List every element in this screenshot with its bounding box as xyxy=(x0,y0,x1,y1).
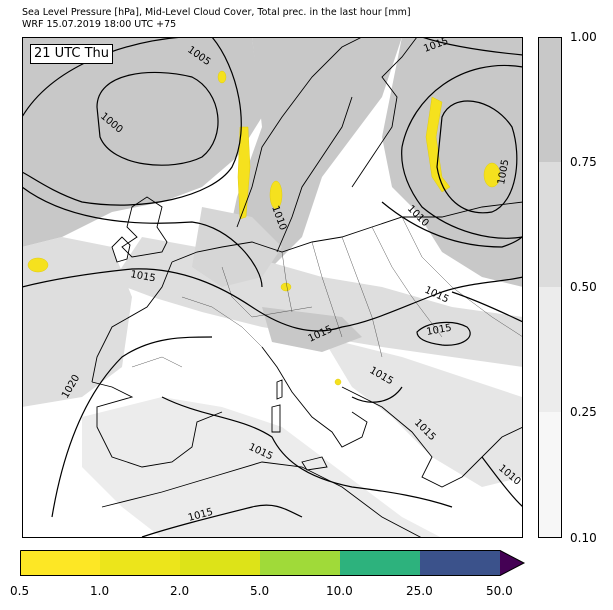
isobar-1015-ne xyxy=(421,37,523,56)
precip-cell-russia xyxy=(483,162,501,188)
cloud-area-lowlands xyxy=(192,207,282,287)
precip-segment-5 xyxy=(340,550,420,576)
precip-tick-label: 5.0 xyxy=(250,584,270,598)
cloud-area-med xyxy=(82,397,442,538)
coast-balkans xyxy=(341,386,523,488)
coast-ireland xyxy=(111,236,131,263)
coast-italy xyxy=(261,346,368,448)
coast-britain xyxy=(121,196,168,258)
cloud-area-alps xyxy=(262,307,362,352)
coast-iberia xyxy=(91,381,223,468)
isobar-label: 1015 xyxy=(426,323,453,338)
coast-continent xyxy=(171,201,523,263)
precip-segment-6 xyxy=(420,550,500,576)
isobar-layer xyxy=(22,37,523,538)
precip-segment-2 xyxy=(100,550,180,576)
isobar-1015-sw xyxy=(141,504,303,538)
precip-arc-east xyxy=(425,96,451,193)
precip-segment-3 xyxy=(180,550,260,576)
cloud-tick-label: 1.00 xyxy=(570,30,597,44)
precip-extend-arrow xyxy=(500,550,524,576)
isobar-1010-se xyxy=(481,456,523,508)
coastline-layer xyxy=(91,37,523,538)
precip-tick-label: 25.0 xyxy=(406,584,433,598)
coast-sardinia xyxy=(271,404,281,433)
isobar-1010-west xyxy=(22,186,263,288)
precip-cell-norway xyxy=(269,180,283,210)
chart-subtitle: WRF 15.07.2019 18:00 UTC +75 xyxy=(22,19,177,30)
isobar-low-east-outer xyxy=(401,65,523,239)
cloud-cover-layer xyxy=(22,37,523,538)
isobar-1015-balkan xyxy=(416,321,471,346)
isobar-1015-mid xyxy=(22,268,523,332)
coast-sweden xyxy=(276,96,353,253)
precip-cell-it xyxy=(334,378,342,386)
isobar-1010-east xyxy=(381,201,523,248)
isobar-1015-it xyxy=(351,386,403,403)
valid-time-label: 21 UTC Thu xyxy=(30,44,113,64)
isobar-1020 xyxy=(51,336,213,518)
cloud-tick-label: 0.75 xyxy=(570,155,597,169)
cloud-area-scandinavia xyxy=(222,37,402,277)
isobar-label: 1015 xyxy=(129,269,156,284)
cbar-segment-4 xyxy=(538,412,562,538)
precip-cell-atlantic xyxy=(27,257,49,273)
cloud-tick-label: 0.25 xyxy=(570,405,597,419)
precip-tick-label: 2.0 xyxy=(170,584,190,598)
precip-cell-alps xyxy=(280,282,292,292)
isobar-low-east-inner xyxy=(436,100,518,214)
coast-france xyxy=(91,261,173,383)
isobar-1015-e xyxy=(451,291,523,323)
precip-tick-label: 50.0 xyxy=(486,584,513,598)
isobar-1015-south xyxy=(161,396,453,508)
chart-title: Sea Level Pressure [hPa], Mid-Level Clou… xyxy=(22,7,411,18)
cloud-area-east xyxy=(382,37,523,287)
precip-band-north xyxy=(237,126,251,220)
precip-layer xyxy=(27,70,501,386)
cbar-segment-1 xyxy=(538,37,562,162)
coast-finland xyxy=(351,37,418,188)
coast-sicily xyxy=(301,456,328,471)
precip-outline xyxy=(20,550,526,576)
isobar-low-atlantic xyxy=(96,71,219,166)
isobar-label: 1005 xyxy=(496,159,511,186)
precip-segment-1 xyxy=(20,550,100,576)
weather-map: 1005 1000 1015 1005 1010 1010 1015 1015 … xyxy=(22,37,523,538)
precip-tick-label: 0.5 xyxy=(10,584,30,598)
coast-norway xyxy=(236,37,363,228)
cbar-segment-3 xyxy=(538,287,562,412)
precip-tick-label: 1.0 xyxy=(90,584,110,598)
cloud-cover-colorbar xyxy=(538,37,562,538)
cloud-tick-label: 0.50 xyxy=(570,280,597,294)
cloud-area-balkans xyxy=(322,337,523,487)
precip-tick-label: 10.0 xyxy=(326,584,353,598)
cloud-area-atlantic xyxy=(22,37,262,247)
precip-segment-4 xyxy=(260,550,340,576)
precip-colorbar xyxy=(20,550,526,576)
cbar-outline xyxy=(538,37,562,538)
border-layer xyxy=(131,216,523,368)
cloud-area-west-band xyxy=(22,237,132,407)
cbar-segment-2 xyxy=(538,162,562,287)
coast-africa xyxy=(101,461,423,538)
precip-cell-north-sea xyxy=(217,70,227,84)
cloud-tick-label: 0.10 xyxy=(570,531,597,545)
coast-corsica xyxy=(276,379,283,400)
map-border xyxy=(22,37,523,538)
